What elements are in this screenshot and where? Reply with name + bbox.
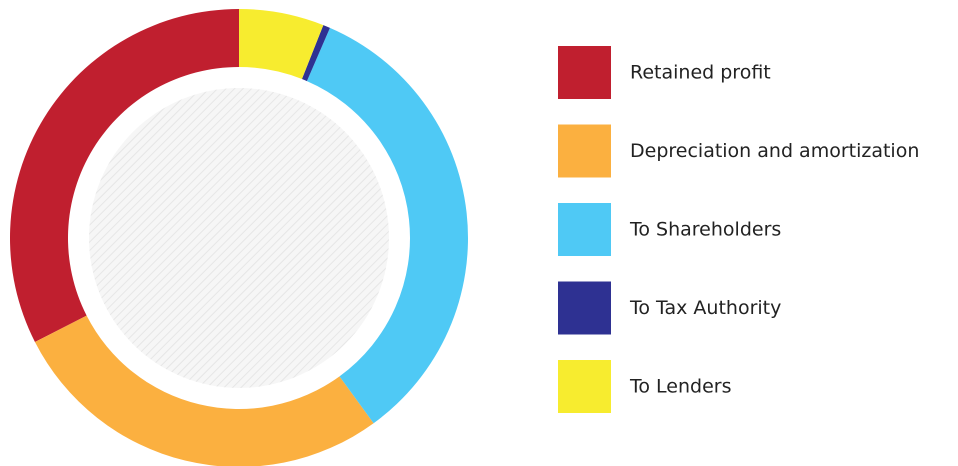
- legend-swatch: [558, 360, 611, 413]
- legend-swatch: [558, 281, 611, 335]
- legend-swatch: [558, 46, 611, 99]
- legend-swatch: [558, 124, 611, 178]
- legend-label: Retained profit: [630, 62, 771, 84]
- legend-label: To Lenders: [629, 376, 732, 398]
- donut-segment: [301, 25, 330, 82]
- legend-swatch: [558, 203, 611, 256]
- donut-segment: [34, 315, 374, 466]
- legend-label: To Shareholders: [629, 219, 781, 241]
- donut-segment: [9, 9, 239, 342]
- legend-label: To Tax Authority: [629, 297, 781, 319]
- legend-label: Depreciation and amortization: [630, 140, 919, 162]
- donut-segment: [306, 27, 468, 424]
- donut-center: [89, 88, 389, 388]
- donut-segment: [239, 8, 324, 80]
